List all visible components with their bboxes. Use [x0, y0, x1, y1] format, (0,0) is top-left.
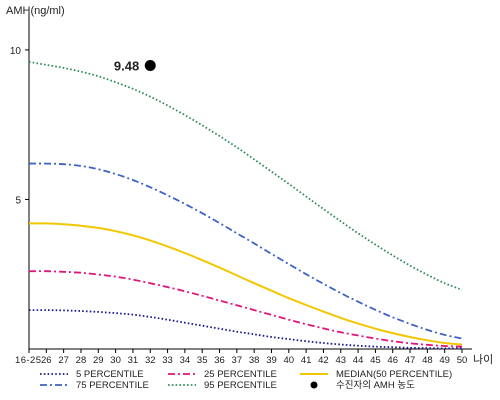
x-tick-label: 45 — [370, 355, 381, 366]
x-tick-label: 37 — [232, 355, 243, 366]
x-tick-label: 43 — [335, 355, 346, 366]
x-tick-label: 38 — [249, 355, 260, 366]
x-tick-label: 48 — [422, 355, 433, 366]
series-line-5-percentile — [28, 309, 463, 350]
axes: AMH(ng/ml) 5 10 16-25 26 27 28 29 30 31 32 33 34 35 36… — [6, 5, 493, 366]
series-line-75-percentile — [28, 162, 463, 340]
y-tick-label: 10 — [10, 46, 22, 57]
x-tick-label: 41 — [301, 355, 312, 366]
y-axis-title: AMH(ng/ml) — [6, 5, 65, 17]
legend-label: 25 PERCENTILE — [204, 369, 277, 380]
x-tick-label: 33 — [162, 355, 173, 366]
y-tick-label: 5 — [15, 195, 21, 206]
x-tick-label: 31 — [128, 355, 139, 366]
x-tick-label: 28 — [76, 355, 87, 366]
x-tick-label: 35 — [197, 355, 208, 366]
series-line-95-percentile — [28, 60, 463, 291]
patient-point — [144, 59, 156, 71]
x-tick-label: 26 — [41, 355, 52, 366]
x-tick-label: 44 — [353, 355, 364, 366]
x-tick-label: 36 — [214, 355, 225, 366]
x-tick-label: 30 — [110, 355, 121, 366]
x-tick-label: 27 — [58, 355, 69, 366]
legend-swatch-point — [310, 381, 318, 389]
patient-point-label: 9.48 — [114, 58, 139, 73]
x-tick-label: 32 — [145, 355, 156, 366]
legend-label: MEDIAN(50 PERCENTILE) — [336, 369, 452, 380]
legend-label: 5 PERCENTILE — [76, 369, 144, 380]
patient-marker: 9.48 — [114, 58, 156, 73]
series-line-25-percentile — [28, 270, 463, 348]
legend-label: 수진자의 AMH 농도 — [336, 380, 415, 391]
x-tick-label: 16-25 — [15, 355, 41, 366]
x-tick-label: 50 — [457, 355, 468, 366]
legend-label: 75 PERCENTILE — [76, 380, 149, 391]
percentile-lines — [28, 60, 463, 350]
legend-label: 95 PERCENTILE — [204, 380, 277, 391]
x-tick-label: 40 — [284, 355, 295, 366]
x-tick-label: 47 — [405, 355, 416, 366]
x-axis-title: 나이 — [473, 353, 493, 366]
x-tick-label: 29 — [93, 355, 104, 366]
x-tick-label: 39 — [266, 355, 277, 366]
x-tick-label: 42 — [318, 355, 329, 366]
x-tick-label: 49 — [439, 355, 450, 366]
x-tick-label: 34 — [180, 355, 191, 366]
series-line-median-50-percentile — [28, 222, 463, 346]
legend: 5 PERCENTILE 25 PERCENTILE MEDIAN(50 PERCE… — [40, 369, 452, 391]
x-tick-label: 46 — [387, 355, 398, 366]
